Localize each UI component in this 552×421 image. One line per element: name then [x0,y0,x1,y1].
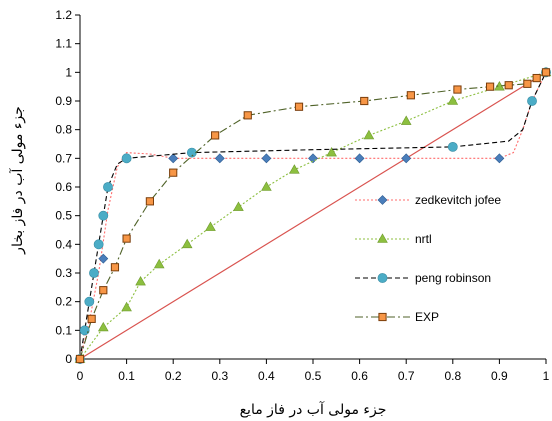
legend-item: peng robinson [355,271,491,285]
data-point [523,79,532,88]
legend-label: zedkevitch jofee [415,193,501,207]
data-point [401,153,412,164]
legend-label: EXP [415,310,439,324]
legend-label: peng robinson [415,271,491,285]
series-line [79,72,547,360]
y-tick-label: 0.5 [55,209,72,223]
data-point [169,168,178,177]
data-point [110,263,120,272]
data-point [233,201,244,211]
data-point [504,81,513,90]
series-exp [75,68,551,364]
x-tick-label: 0.4 [258,369,275,383]
legend-marker [377,273,388,283]
y-axis-title: جزء مولی آب در فاز بخار [9,106,26,255]
data-point [308,153,318,164]
y-tick-label: 1 [65,65,72,79]
data-point [121,153,132,164]
data-point [97,321,109,332]
legend: zedkevitch jofee nrtl peng robinson EXP [355,193,501,324]
data-point [294,102,304,111]
y-tick-label: 0.6 [55,180,72,194]
x-axis-title: جزء مولی آب در فاز مایع [240,401,387,418]
data-point [205,221,216,231]
x-tick-label: 0.6 [351,369,368,383]
legend-item: EXP [355,310,439,324]
data-point [243,111,252,120]
y-tick-label: 0 [65,352,72,366]
data-point [145,197,155,206]
y-tick-label: 0.4 [55,237,72,251]
x-tick-label: 0.5 [305,369,322,383]
diagonal-line [79,71,547,360]
legend-marker [378,312,387,322]
data-point [121,301,132,312]
x-tick-labels: 0 0.1 0.2 0.3 0.4 0.5 0.6 0.7 0.8 0.9 1 [77,369,550,383]
axes [75,14,547,364]
data-point [75,354,85,364]
legend-item: nrtl [355,232,432,246]
data-point [485,82,495,91]
y-tick-labels: 0 0.1 0.2 0.3 0.4 0.5 0.6 0.7 0.8 0.9 1 1.1 1.2 [55,8,72,366]
legend-marker [377,233,388,243]
x-tick-label: 1 [543,369,550,383]
series-layer [74,66,552,364]
data-point [261,153,272,164]
series-line [79,72,547,360]
x-tick-label: 0.9 [491,369,508,383]
data-point [453,85,462,94]
data-point [400,115,412,125]
data-point [289,164,300,174]
data-point [103,182,113,192]
data-point [153,258,165,269]
x-tick-label: 0 [77,369,84,383]
data-point [87,314,96,323]
x-tick-label: 0.7 [398,369,415,383]
data-point [79,325,90,336]
data-point [99,286,108,295]
data-point [98,210,109,221]
data-point [122,234,131,243]
data-point [168,153,179,164]
legend-marker [377,195,388,205]
legend-item: zedkevitch jofee [355,193,501,207]
x-tick-label: 0.2 [165,369,182,383]
y-tick-label: 0.8 [55,123,72,137]
y-tick-label: 1.2 [55,8,72,22]
data-point [84,296,95,307]
data-point [326,146,337,157]
data-point [541,68,551,77]
data-point [211,131,220,140]
data-point [363,129,375,140]
y-tick-label: 0.7 [55,151,72,165]
data-point [532,73,541,83]
data-point [406,91,415,100]
data-point [135,275,146,286]
data-point [98,253,109,264]
data-point [447,141,458,152]
data-point [527,96,537,106]
legend-label: nrtl [415,232,432,246]
data-point [214,153,225,164]
data-point [89,268,99,278]
data-point [494,153,505,164]
x-tick-label: 0.3 [211,369,228,383]
data-point [360,96,369,106]
data-point [93,239,104,250]
y-tick-label: 0.9 [55,94,72,108]
series-line [79,71,547,360]
y-tick-label: 0.2 [55,295,72,309]
y-tick-label: 0.1 [55,323,72,337]
data-point [354,153,365,164]
y-tick-label: 1.1 [55,37,72,51]
y-tick-label: 0.3 [55,266,72,280]
data-point [447,95,459,105]
x-tick-label: 0.1 [118,369,135,383]
x-tick-label: 0.8 [444,369,461,383]
data-point [181,238,193,249]
data-point [261,181,272,191]
